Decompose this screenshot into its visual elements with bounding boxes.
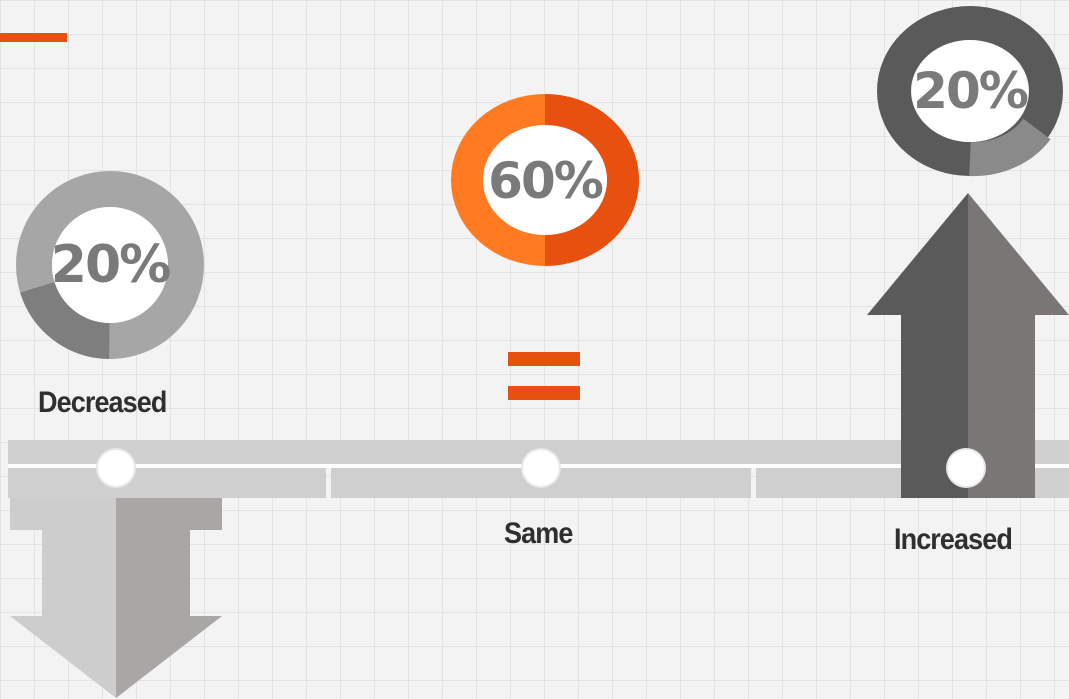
donut-center	[912, 40, 1028, 142]
donut-center	[483, 125, 607, 235]
donut-same: 60%	[451, 94, 639, 267]
accent-bar	[0, 33, 67, 42]
up-arrow-icon	[867, 193, 1069, 498]
label-same: Same	[504, 517, 573, 550]
donut-ring-decreased	[16, 171, 204, 359]
donut-ring-highlight	[969, 118, 1051, 177]
percent-label: 60%	[488, 152, 604, 210]
donut-increased: 20%	[876, 6, 1064, 177]
donut-ring-bg	[16, 171, 204, 359]
label-decreased: Decreased	[38, 386, 167, 419]
timeline-segment	[8, 468, 326, 498]
timeline-node-same	[523, 450, 559, 486]
label-increased: Increased	[894, 523, 1013, 556]
donut-decreased: 20%	[16, 171, 204, 359]
donut-center	[52, 207, 168, 323]
donut-ring-increased	[877, 6, 1063, 177]
percent-label: 20%	[50, 235, 171, 295]
donut-ring-same	[451, 94, 639, 266]
equals-bar-top	[508, 352, 580, 366]
timeline-node-decreased	[98, 450, 134, 486]
timeline-node-increased	[948, 450, 984, 486]
percent-label: 20%	[913, 62, 1029, 120]
down-arrow-icon	[10, 498, 222, 698]
donut-ring-highlight	[544, 94, 639, 266]
equals-bar-bottom	[508, 386, 580, 400]
